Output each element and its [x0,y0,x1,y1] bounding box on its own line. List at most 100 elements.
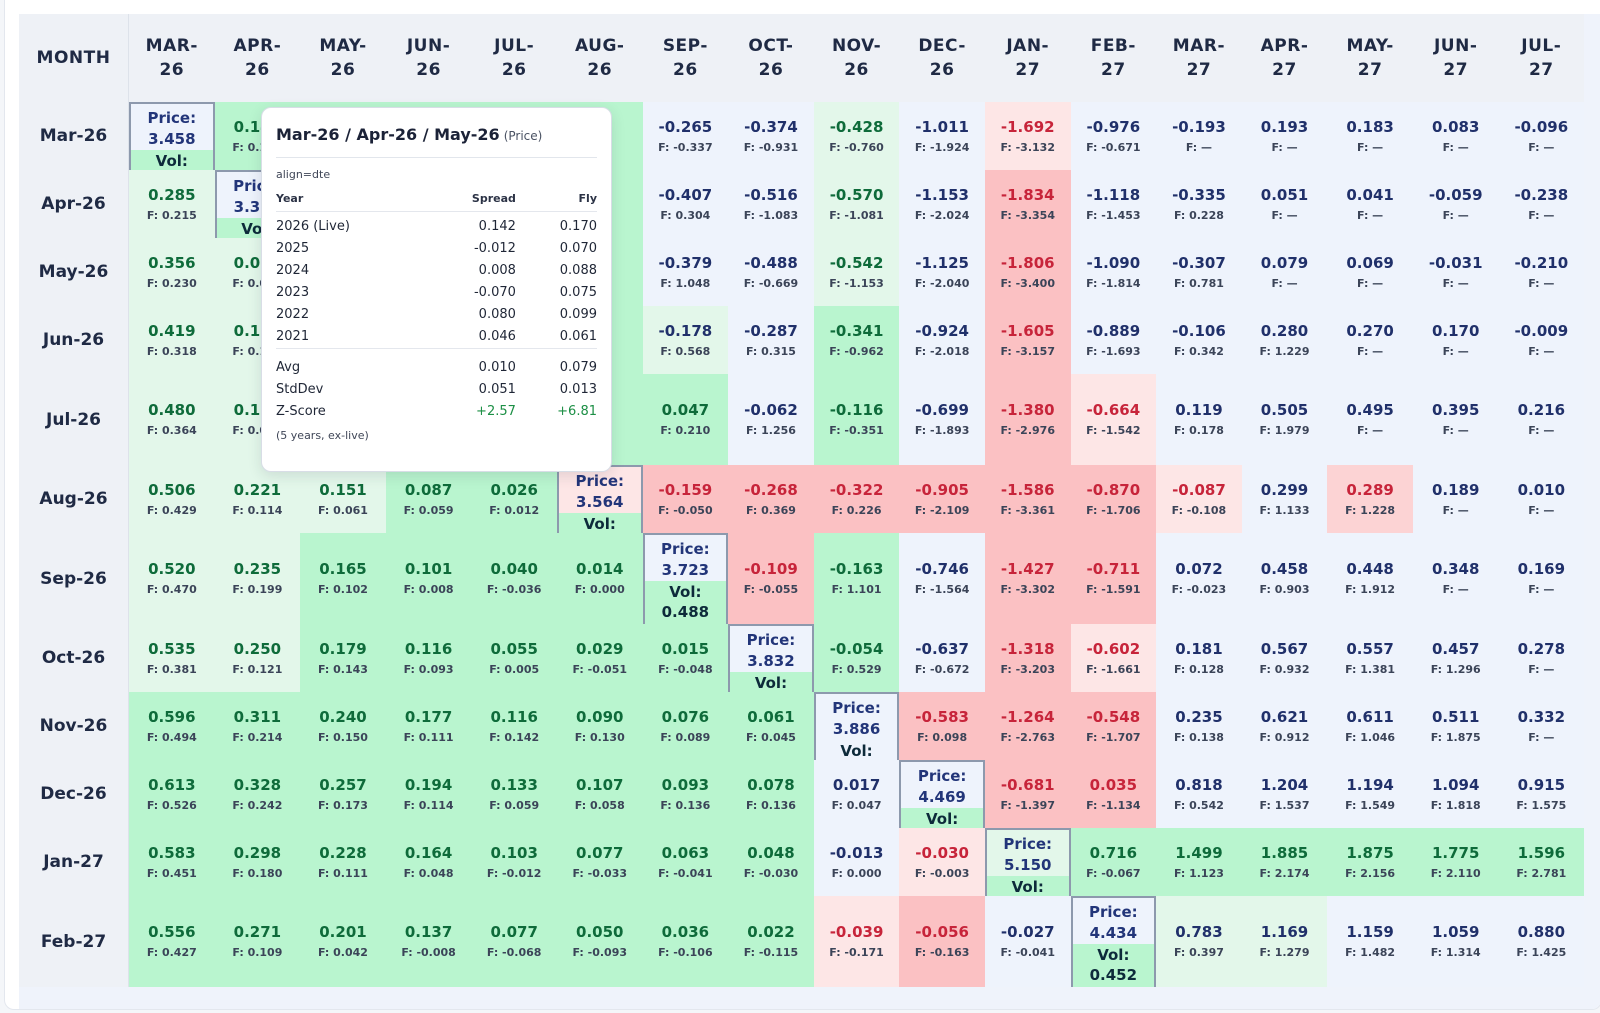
matrix-cell[interactable]: 0.061 F: 0.045 [728,692,814,760]
matrix-cell[interactable]: 0.289 F: 1.228 [1327,465,1413,533]
matrix-cell[interactable]: 0.299 F: 1.133 [1241,465,1328,533]
matrix-cell[interactable]: 0.090 F: 0.130 [556,692,643,760]
matrix-cell[interactable]: 0.278 F: — [1498,624,1585,692]
matrix-cell[interactable]: -0.009 F: — [1498,306,1585,374]
matrix-cell[interactable]: 1.499 F: 1.123 [1156,828,1242,896]
matrix-cell[interactable]: -0.027 F: -0.041 [984,896,1071,987]
matrix-cell[interactable]: 0.395 F: — [1412,374,1499,465]
matrix-cell[interactable]: -0.711 F: -1.591 [1070,533,1157,624]
matrix-cell[interactable]: 0.040 F: -0.036 [471,533,557,624]
matrix-cell[interactable]: 1.059 F: 1.314 [1412,896,1499,987]
matrix-cell[interactable]: 0.083 F: — [1412,102,1499,170]
matrix-cell[interactable]: -0.681 F: -1.397 [984,760,1071,828]
matrix-cell[interactable]: 0.583 F: 0.451 [129,828,215,896]
matrix-cell[interactable]: -1.692 F: -3.132 [984,102,1071,170]
matrix-cell[interactable]: 1.159 F: 1.482 [1327,896,1413,987]
matrix-cell[interactable]: 0.505 F: 1.979 [1241,374,1328,465]
matrix-cell[interactable]: -0.699 F: -1.893 [899,374,985,465]
matrix-cell[interactable]: 0.010 F: — [1498,465,1585,533]
matrix-cell[interactable]: 0.520 F: 0.470 [129,533,215,624]
matrix-cell[interactable]: 1.596 F: 2.781 [1498,828,1585,896]
matrix-cell[interactable]: -0.548 F: -1.707 [1070,692,1157,760]
matrix-cell[interactable]: -0.287 F: 0.315 [728,306,814,374]
matrix-cell[interactable]: -0.159 F: -0.050 [642,465,729,533]
matrix-cell[interactable]: -0.059 F: — [1412,170,1499,238]
matrix-cell[interactable]: -0.602 F: -1.661 [1070,624,1157,692]
matrix-cell[interactable]: 0.077 F: -0.068 [471,896,557,987]
matrix-cell[interactable]: 0.216 F: — [1498,374,1585,465]
matrix-cell[interactable]: 0.133 F: 0.059 [471,760,557,828]
matrix-cell[interactable]: -0.924 F: -2.018 [899,306,985,374]
matrix-cell[interactable]: -0.062 F: 1.256 [728,374,814,465]
matrix-cell[interactable]: 0.170 F: — [1412,306,1499,374]
matrix-cell[interactable]: 0.280 F: 1.229 [1241,306,1328,374]
matrix-cell[interactable]: 0.419 F: 0.318 [129,306,215,374]
matrix-cell[interactable]: -0.428 F: -0.760 [813,102,900,170]
matrix-cell[interactable]: 0.240 F: 0.150 [300,692,386,760]
matrix-cell[interactable]: 0.181 F: 0.128 [1156,624,1242,692]
matrix-cell[interactable]: -0.054 F: 0.529 [813,624,900,692]
matrix-cell[interactable]: -0.096 F: — [1498,102,1585,170]
matrix-cell[interactable]: 0.511 F: 1.875 [1412,692,1499,760]
matrix-cell[interactable]: -1.806 F: -3.400 [984,238,1071,306]
matrix-cell[interactable]: 0.221 F: 0.114 [214,465,301,533]
matrix-cell[interactable]: 0.235 F: 0.138 [1156,692,1242,760]
matrix-cell[interactable]: 0.077 F: -0.033 [556,828,643,896]
matrix-cell[interactable]: 0.116 F: 0.142 [471,692,557,760]
matrix-cell[interactable]: 1.204 F: 1.537 [1241,760,1328,828]
matrix-cell[interactable]: -0.905 F: -2.109 [899,465,985,533]
matrix-cell[interactable]: 0.036 F: -0.106 [642,896,729,987]
matrix-cell[interactable]: 0.613 F: 0.526 [129,760,215,828]
matrix-cell[interactable]: -0.210 F: — [1498,238,1585,306]
matrix-cell[interactable]: -0.039 F: -0.171 [813,896,900,987]
matrix-cell[interactable]: 0.137 F: -0.008 [385,896,472,987]
matrix-cell[interactable]: 0.093 F: 0.136 [642,760,729,828]
matrix-cell[interactable]: -0.746 F: -1.564 [899,533,985,624]
matrix-cell[interactable]: -0.570 F: -1.081 [813,170,900,238]
matrix-cell[interactable]: 1.169 F: 1.279 [1241,896,1328,987]
matrix-cell[interactable]: -0.516 F: -1.083 [728,170,814,238]
matrix-cell[interactable]: 0.557 F: 1.381 [1327,624,1413,692]
matrix-cell[interactable]: 0.022 F: -0.115 [728,896,814,987]
matrix-cell[interactable]: -1.834 F: -3.354 [984,170,1071,238]
matrix-cell[interactable]: -0.268 F: 0.369 [728,465,814,533]
matrix-cell[interactable]: 0.087 F: 0.059 [385,465,472,533]
matrix-cell[interactable]: 0.457 F: 1.296 [1412,624,1499,692]
matrix-cell[interactable]: -0.889 F: -1.693 [1070,306,1157,374]
matrix-cell[interactable]: 0.041 F: — [1327,170,1413,238]
matrix-cell[interactable]: 1.194 F: 1.549 [1327,760,1413,828]
matrix-cell[interactable]: 0.556 F: 0.427 [129,896,215,987]
matrix-cell[interactable]: -0.193 F: — [1156,102,1242,170]
matrix-cell[interactable]: 0.311 F: 0.214 [214,692,301,760]
matrix-cell[interactable]: 0.165 F: 0.102 [300,533,386,624]
matrix-cell[interactable]: 0.506 F: 0.429 [129,465,215,533]
matrix-cell[interactable]: 0.179 F: 0.143 [300,624,386,692]
matrix-cell[interactable]: 0.069 F: — [1327,238,1413,306]
matrix-cell[interactable]: -0.178 F: 0.568 [642,306,729,374]
matrix-cell[interactable]: 0.783 F: 0.397 [1156,896,1242,987]
matrix-cell[interactable]: -0.976 F: -0.671 [1070,102,1157,170]
matrix-cell[interactable]: 0.015 F: -0.048 [642,624,729,692]
matrix-cell[interactable]: 0.356 F: 0.230 [129,238,215,306]
matrix-cell[interactable]: 0.169 F: — [1498,533,1585,624]
matrix-cell[interactable]: 0.458 F: 0.903 [1241,533,1328,624]
matrix-cell[interactable]: -0.407 F: 0.304 [642,170,729,238]
matrix-cell[interactable]: 0.079 F: — [1241,238,1328,306]
matrix-cell[interactable]: -1.153 F: -2.024 [899,170,985,238]
matrix-cell[interactable]: 0.235 F: 0.199 [214,533,301,624]
matrix-cell[interactable]: 0.107 F: 0.058 [556,760,643,828]
matrix-cell[interactable]: -0.056 F: -0.163 [899,896,985,987]
matrix-cell[interactable]: -1.264 F: -2.763 [984,692,1071,760]
matrix-cell[interactable]: 0.621 F: 0.912 [1241,692,1328,760]
matrix-cell[interactable]: 0.257 F: 0.173 [300,760,386,828]
matrix-cell[interactable]: 0.250 F: 0.121 [214,624,301,692]
matrix-cell[interactable]: 0.193 F: — [1241,102,1328,170]
matrix-cell[interactable]: 0.050 F: -0.093 [556,896,643,987]
matrix-cell[interactable]: -0.637 F: -0.672 [899,624,985,692]
matrix-cell[interactable]: 0.072 F: -0.023 [1156,533,1242,624]
matrix-cell[interactable]: -1.118 F: -1.453 [1070,170,1157,238]
matrix-cell[interactable]: 0.201 F: 0.042 [300,896,386,987]
